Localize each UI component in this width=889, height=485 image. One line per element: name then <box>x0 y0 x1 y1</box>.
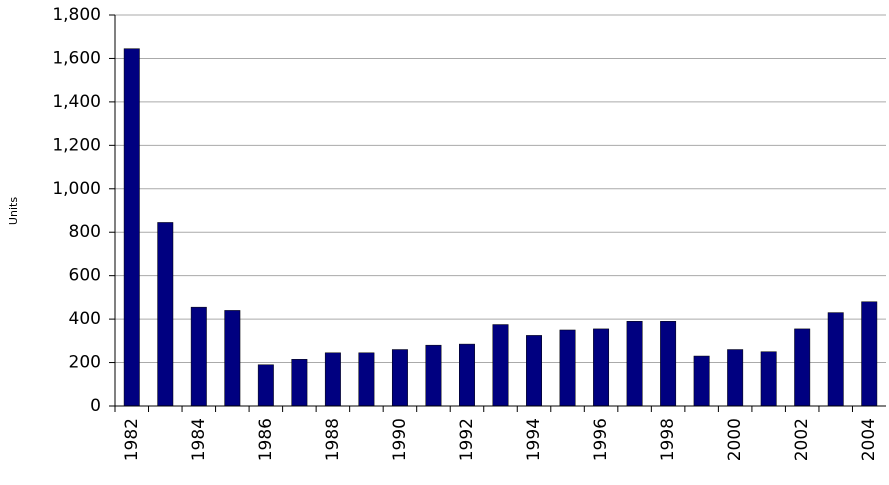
bar <box>157 222 174 407</box>
y-tick-label: 1,000 <box>52 179 101 199</box>
bar <box>727 349 744 407</box>
bar <box>224 310 241 407</box>
bar <box>593 328 610 407</box>
y-tick-label: 1,400 <box>52 92 101 112</box>
bar <box>861 301 878 407</box>
x-tick-label: 1998 <box>658 418 678 461</box>
bar <box>257 364 274 407</box>
y-tick-label: 600 <box>69 266 101 286</box>
x-tick-label: 2004 <box>859 418 879 461</box>
bar <box>760 351 777 407</box>
x-tick-label: 2002 <box>792 418 812 461</box>
bar <box>559 329 576 407</box>
x-tick-label: 1988 <box>323 418 343 461</box>
bar <box>693 355 710 407</box>
bar <box>459 343 475 407</box>
x-tick-label: 1986 <box>256 418 276 461</box>
bar <box>324 352 341 407</box>
bar <box>626 321 643 407</box>
y-tick-label: 1,600 <box>52 48 101 68</box>
bar <box>794 328 811 407</box>
bar <box>425 344 442 407</box>
y-tick-label: 1,800 <box>52 5 101 25</box>
bar <box>190 306 207 407</box>
y-tick-label: 1,200 <box>52 135 101 155</box>
x-tick-label: 1996 <box>591 418 611 461</box>
bar <box>526 335 542 407</box>
x-tick-label: 1994 <box>524 418 544 461</box>
x-tick-label: 1990 <box>390 418 410 461</box>
y-tick-label: 0 <box>90 396 101 416</box>
y-tick-label: 800 <box>69 222 101 242</box>
y-axis-label: Units <box>7 197 20 225</box>
x-tick-label: 1992 <box>457 418 477 461</box>
bar <box>827 312 844 407</box>
bar <box>291 359 308 407</box>
y-tick-label: 400 <box>69 309 101 329</box>
x-tick-label: 1982 <box>122 418 142 461</box>
bar <box>358 352 375 407</box>
bar <box>123 48 140 407</box>
bar <box>391 349 408 407</box>
x-tick-label: 2000 <box>725 418 745 461</box>
bar <box>660 321 677 407</box>
y-tick-label: 200 <box>69 353 101 373</box>
x-tick-label: 1984 <box>189 418 209 461</box>
bar <box>492 324 509 407</box>
